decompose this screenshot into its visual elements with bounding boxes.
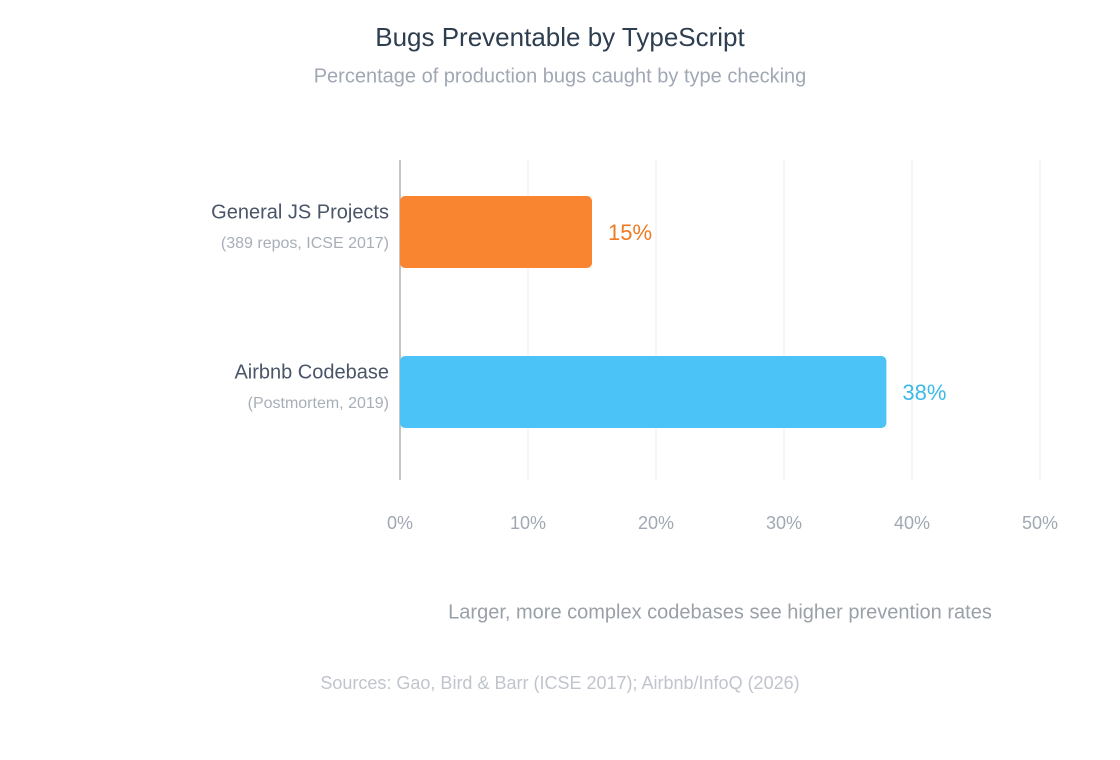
x-tick-label: 20% <box>638 513 674 533</box>
x-tick-label: 40% <box>894 513 930 533</box>
value-label: 15% <box>608 220 652 245</box>
category-label: General JS Projects <box>211 201 389 223</box>
value-label: 38% <box>902 380 946 405</box>
source: Sources: Gao, Bird & Barr (ICSE 2017); A… <box>320 673 799 693</box>
chart-subtitle: Percentage of production bugs caught by … <box>314 65 807 87</box>
chart-title: Bugs Preventable by TypeScript <box>375 22 745 52</box>
category-note: (389 repos, ICSE 2017) <box>221 235 389 252</box>
bar <box>400 196 592 268</box>
category-label: Airbnb Codebase <box>234 361 389 383</box>
annotation: Larger, more complex codebases see highe… <box>448 601 992 623</box>
x-tick-label: 10% <box>510 513 546 533</box>
category-note: (Postmortem, 2019) <box>248 395 389 412</box>
bar <box>400 356 887 428</box>
x-tick-label: 50% <box>1022 513 1058 533</box>
x-tick-label: 30% <box>766 513 802 533</box>
x-tick-label: 0% <box>387 513 413 533</box>
